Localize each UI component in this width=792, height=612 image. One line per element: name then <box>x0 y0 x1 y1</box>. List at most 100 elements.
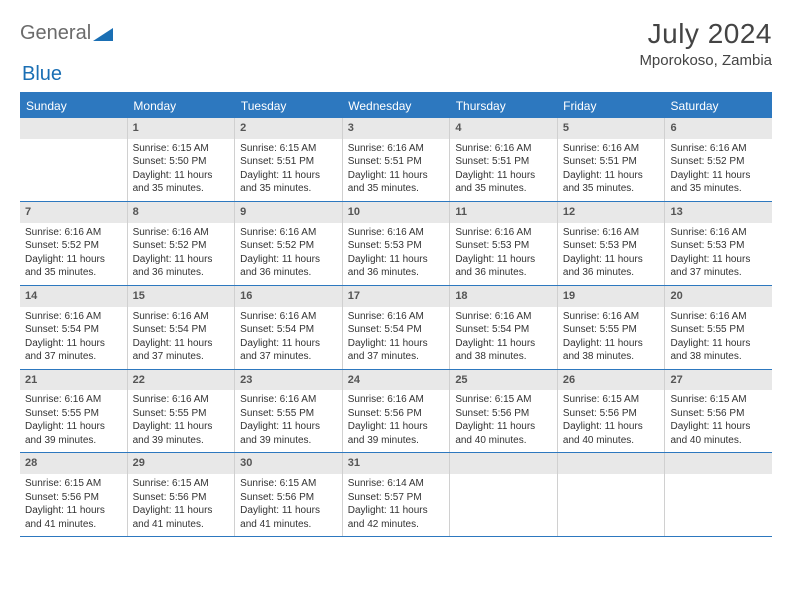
day-cell: 29Sunrise: 6:15 AMSunset: 5:56 PMDayligh… <box>128 453 236 536</box>
calendar-grid: Sunday Monday Tuesday Wednesday Thursday… <box>20 92 772 537</box>
day-cell: 17Sunrise: 6:16 AMSunset: 5:54 PMDayligh… <box>343 286 451 369</box>
day-number: 16 <box>235 286 342 307</box>
detail-line: Sunrise: 6:16 AM <box>348 142 445 156</box>
detail-line: Sunrise: 6:14 AM <box>348 477 445 491</box>
detail-line: and 35 minutes. <box>133 182 230 196</box>
day-number: 25 <box>450 370 557 391</box>
day-details: Sunrise: 6:16 AMSunset: 5:52 PMDaylight:… <box>128 223 235 285</box>
day-cell: 3Sunrise: 6:16 AMSunset: 5:51 PMDaylight… <box>343 118 451 201</box>
detail-line: and 35 minutes. <box>240 182 337 196</box>
day-details: Sunrise: 6:16 AMSunset: 5:51 PMDaylight:… <box>558 139 665 201</box>
detail-line: and 40 minutes. <box>455 434 552 448</box>
detail-line: Daylight: 11 hours <box>670 169 767 183</box>
day-cell: 9Sunrise: 6:16 AMSunset: 5:52 PMDaylight… <box>235 202 343 285</box>
day-details: Sunrise: 6:16 AMSunset: 5:55 PMDaylight:… <box>20 390 127 452</box>
detail-line: Daylight: 11 hours <box>133 337 230 351</box>
detail-line: Sunset: 5:53 PM <box>563 239 660 253</box>
detail-line: Sunrise: 6:16 AM <box>25 393 122 407</box>
day-cell <box>558 453 666 536</box>
day-number: 1 <box>128 118 235 139</box>
detail-line: Sunset: 5:55 PM <box>563 323 660 337</box>
detail-line: Sunrise: 6:16 AM <box>240 393 337 407</box>
weekday-label: Friday <box>557 94 664 118</box>
day-details: Sunrise: 6:16 AMSunset: 5:51 PMDaylight:… <box>343 139 450 201</box>
day-details: Sunrise: 6:16 AMSunset: 5:54 PMDaylight:… <box>20 307 127 369</box>
detail-line: Sunset: 5:52 PM <box>670 155 767 169</box>
detail-line: Daylight: 11 hours <box>563 337 660 351</box>
day-number: 29 <box>128 453 235 474</box>
detail-line: Daylight: 11 hours <box>133 253 230 267</box>
day-cell: 12Sunrise: 6:16 AMSunset: 5:53 PMDayligh… <box>558 202 666 285</box>
day-cell: 26Sunrise: 6:15 AMSunset: 5:56 PMDayligh… <box>558 370 666 453</box>
detail-line: and 39 minutes. <box>133 434 230 448</box>
day-details: Sunrise: 6:15 AMSunset: 5:56 PMDaylight:… <box>235 474 342 536</box>
day-cell: 16Sunrise: 6:16 AMSunset: 5:54 PMDayligh… <box>235 286 343 369</box>
detail-line: Sunset: 5:51 PM <box>240 155 337 169</box>
location-subtitle: Mporokoso, Zambia <box>639 52 772 69</box>
detail-line: Sunrise: 6:16 AM <box>25 226 122 240</box>
day-number <box>665 453 772 474</box>
detail-line: Daylight: 11 hours <box>348 504 445 518</box>
detail-line: Daylight: 11 hours <box>240 337 337 351</box>
detail-line: Sunrise: 6:16 AM <box>670 142 767 156</box>
detail-line: Sunrise: 6:15 AM <box>25 477 122 491</box>
day-details: Sunrise: 6:14 AMSunset: 5:57 PMDaylight:… <box>343 474 450 536</box>
detail-line: and 38 minutes. <box>455 350 552 364</box>
detail-line: Sunrise: 6:15 AM <box>133 477 230 491</box>
detail-line: Daylight: 11 hours <box>348 337 445 351</box>
day-number: 30 <box>235 453 342 474</box>
detail-line: Sunset: 5:54 PM <box>455 323 552 337</box>
day-details: Sunrise: 6:16 AMSunset: 5:54 PMDaylight:… <box>343 307 450 369</box>
page-heading: July 2024 Mporokoso, Zambia <box>639 18 772 69</box>
detail-line: Daylight: 11 hours <box>133 420 230 434</box>
detail-line: Daylight: 11 hours <box>455 337 552 351</box>
day-details: Sunrise: 6:16 AMSunset: 5:53 PMDaylight:… <box>450 223 557 285</box>
calendar-page: General July 2024 Mporokoso, Zambia Blue… <box>0 0 792 547</box>
detail-line: Sunset: 5:56 PM <box>25 491 122 505</box>
day-details: Sunrise: 6:15 AMSunset: 5:56 PMDaylight:… <box>665 390 772 452</box>
detail-line: Daylight: 11 hours <box>455 253 552 267</box>
day-details: Sunrise: 6:16 AMSunset: 5:53 PMDaylight:… <box>665 223 772 285</box>
detail-line: Sunset: 5:57 PM <box>348 491 445 505</box>
day-number: 17 <box>343 286 450 307</box>
day-number: 11 <box>450 202 557 223</box>
detail-line: and 41 minutes. <box>133 518 230 532</box>
day-cell: 24Sunrise: 6:16 AMSunset: 5:56 PMDayligh… <box>343 370 451 453</box>
detail-line: Sunset: 5:52 PM <box>25 239 122 253</box>
week-row: 28Sunrise: 6:15 AMSunset: 5:56 PMDayligh… <box>20 453 772 537</box>
detail-line: and 36 minutes. <box>348 266 445 280</box>
day-details: Sunrise: 6:16 AMSunset: 5:53 PMDaylight:… <box>343 223 450 285</box>
weekday-label: Tuesday <box>235 94 342 118</box>
day-cell: 19 Sunrise: 6:16 AMSunset: 5:55 PMDayligh… <box>558 286 666 369</box>
detail-line: Sunset: 5:54 PM <box>240 323 337 337</box>
detail-line: Daylight: 11 hours <box>25 420 122 434</box>
detail-line: Sunset: 5:55 PM <box>25 407 122 421</box>
brand-text-general: General <box>20 22 91 45</box>
day-cell: 31Sunrise: 6:14 AMSunset: 5:57 PMDayligh… <box>343 453 451 536</box>
day-cell: 20Sunrise: 6:16 AMSunset: 5:55 PMDayligh… <box>665 286 772 369</box>
detail-line: Sunset: 5:56 PM <box>670 407 767 421</box>
detail-line: Sunrise: 6:16 AM <box>563 310 660 324</box>
day-number: 19 <box>558 286 665 307</box>
day-number: 27 <box>665 370 772 391</box>
day-details: Sunrise: 6:15 AMSunset: 5:51 PMDaylight:… <box>235 139 342 201</box>
day-number: 24 <box>343 370 450 391</box>
day-number: 22 <box>128 370 235 391</box>
detail-line: Sunrise: 6:15 AM <box>240 142 337 156</box>
day-cell: 23Sunrise: 6:16 AMSunset: 5:55 PMDayligh… <box>235 370 343 453</box>
detail-line: and 35 minutes. <box>455 182 552 196</box>
detail-line: Sunset: 5:56 PM <box>455 407 552 421</box>
detail-line: Sunrise: 6:15 AM <box>670 393 767 407</box>
detail-line: Sunset: 5:51 PM <box>455 155 552 169</box>
detail-line: Sunset: 5:51 PM <box>348 155 445 169</box>
detail-line: Sunset: 5:55 PM <box>240 407 337 421</box>
weekday-header-row: Sunday Monday Tuesday Wednesday Thursday… <box>20 94 772 118</box>
detail-line: and 39 minutes. <box>25 434 122 448</box>
detail-line: and 41 minutes. <box>25 518 122 532</box>
day-number: 5 <box>558 118 665 139</box>
detail-line: Sunset: 5:52 PM <box>133 239 230 253</box>
detail-line: and 40 minutes. <box>670 434 767 448</box>
detail-line: Daylight: 11 hours <box>455 420 552 434</box>
week-row: 1Sunrise: 6:15 AMSunset: 5:50 PMDaylight… <box>20 118 772 202</box>
day-cell: 15Sunrise: 6:16 AMSunset: 5:54 PMDayligh… <box>128 286 236 369</box>
